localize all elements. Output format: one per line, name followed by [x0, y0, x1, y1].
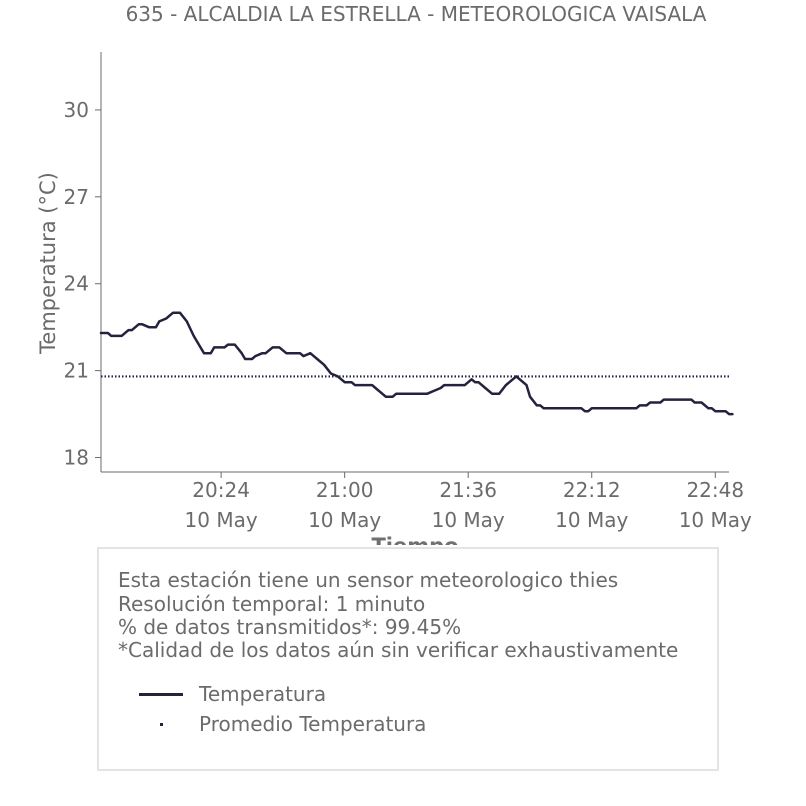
- series-layer: [99, 311, 734, 416]
- y-tick-label: 18: [64, 446, 89, 470]
- legend-item-temperatura: Temperatura: [139, 682, 539, 706]
- x-tick-date-label: 10 May: [555, 508, 628, 532]
- legend-dot-swatch: [160, 723, 163, 726]
- y-tick-label: 30: [64, 98, 89, 122]
- info-transmitted-text: % de datos transmitidos*: 99.45%: [118, 615, 462, 639]
- y-tick-label: 24: [64, 272, 89, 296]
- x-tick-date-label: 10 May: [432, 508, 505, 532]
- x-tick-time-label: 21:00: [316, 478, 374, 502]
- info-resolution-text: Resolución temporal: 1 minuto: [118, 592, 426, 616]
- info-panel: Esta estación tiene un sensor meteorolog…: [97, 547, 719, 771]
- temperature-chart: 635 - ALCALDIA LA ESTRELLA - METEOROLOGI…: [36, 2, 752, 545]
- x-axis-title: Tiempo: [371, 534, 458, 545]
- x-tick-date-label: 10 May: [308, 508, 381, 532]
- x-tick-date-label: 10 May: [679, 508, 752, 532]
- y-tick-label: 21: [64, 359, 89, 383]
- legend-line-swatch: [139, 693, 183, 696]
- info-quality-note: *Calidad de los datos aún sin verificar …: [118, 638, 679, 662]
- legend-label-temperatura: Temperatura: [199, 682, 327, 706]
- x-tick-time-label: 20:24: [192, 478, 250, 502]
- y-tick-label: 27: [64, 185, 89, 209]
- x-ticks: 20:24 10 May 21:00 10 May 21:36 10 May 22:12 10…: [185, 472, 752, 532]
- x-tick-time-label: 22:48: [686, 478, 744, 502]
- x-tick-date-label: 10 May: [185, 508, 258, 532]
- legend-label-promedio: Promedio Temperatura: [199, 712, 427, 736]
- chart-title: 635 - ALCALDIA LA ESTRELLA - METEOROLOGI…: [126, 2, 707, 26]
- info-sensor-text: Esta estación tiene un sensor meteorolog…: [118, 568, 619, 592]
- x-tick-time-label: 22:12: [563, 478, 621, 502]
- series-temperatura: [99, 311, 734, 416]
- y-axis-title: Temperatura (°C): [36, 172, 60, 355]
- legend-item-promedio: Promedio Temperatura: [139, 712, 539, 736]
- y-ticks: 18 21 24 27 30: [64, 98, 101, 470]
- x-tick-time-label: 21:36: [439, 478, 497, 502]
